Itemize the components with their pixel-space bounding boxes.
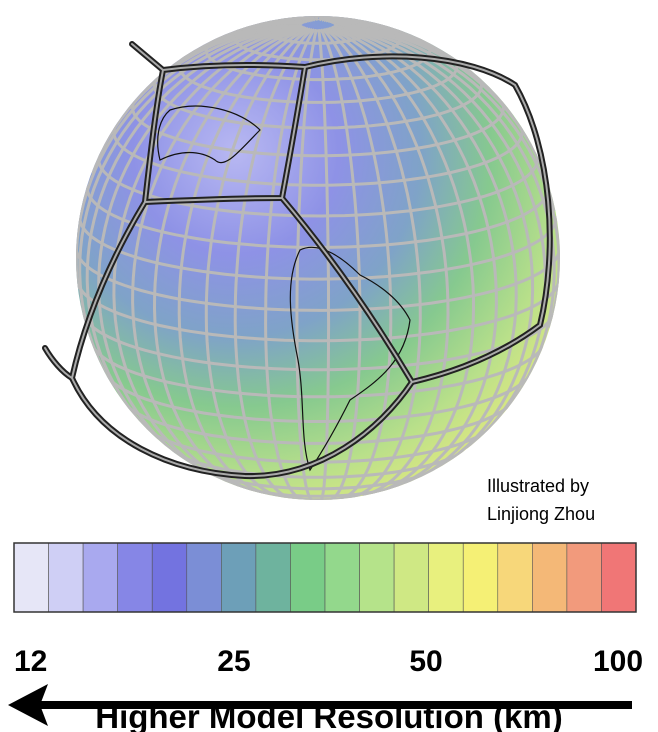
color-cell — [498, 543, 533, 612]
color-cell — [429, 543, 464, 612]
color-cell — [118, 543, 153, 612]
color-cell — [14, 543, 49, 612]
color-cell — [532, 543, 567, 612]
tick-label: 12 — [14, 645, 47, 678]
color-cell — [49, 543, 84, 612]
axis-label: Higher Model Resolution (km) — [95, 698, 563, 732]
panel-edge — [132, 44, 163, 70]
color-cell — [256, 543, 291, 612]
panel-edge — [45, 348, 72, 378]
color-cell — [83, 543, 118, 612]
figure: Illustrated by Linjiong Zhou 12 25 50 100 H… — [0, 0, 658, 732]
tick-label: 50 — [409, 645, 442, 678]
color-cell — [290, 543, 325, 612]
tick-label: 25 — [217, 645, 250, 678]
color-cell — [567, 543, 602, 612]
color-cell — [152, 543, 187, 612]
color-cell — [221, 543, 256, 612]
color-cell — [325, 543, 360, 612]
color-cell — [601, 543, 636, 612]
globe — [45, 16, 560, 500]
color-cell — [463, 543, 498, 612]
tick-label: 100 — [593, 645, 643, 678]
credit: Linjiong Zhou — [487, 504, 595, 524]
colorbar: 12 25 50 100 — [14, 543, 643, 678]
grid-line — [316, 16, 318, 20]
color-cell — [394, 543, 429, 612]
credit: Illustrated by — [487, 476, 589, 496]
color-cell — [360, 543, 395, 612]
color-cell — [187, 543, 222, 612]
